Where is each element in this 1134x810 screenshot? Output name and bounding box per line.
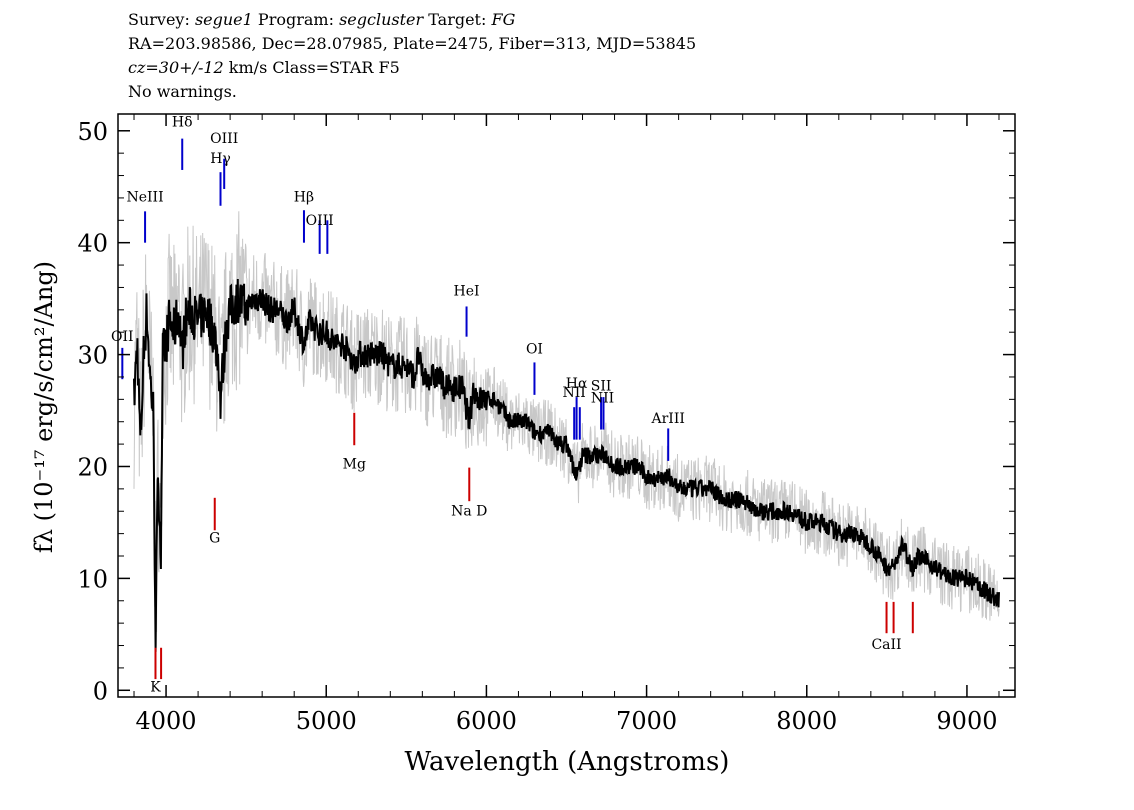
survey-label: Survey: (128, 10, 190, 29)
line-label-2: OIII (210, 131, 238, 147)
program-label: Program: (257, 10, 334, 29)
line-label-8: HeI (454, 283, 480, 299)
cz-value: cz=30+/-12 (128, 58, 224, 77)
line-label-13: SII (591, 378, 612, 394)
y-tick-label-1: 10 (77, 565, 108, 593)
line-label-10: NII (563, 385, 586, 401)
line-label-15: NII (591, 391, 614, 407)
line-label-16: ArIII (651, 411, 685, 427)
x-tick-label-2: 6000 (456, 707, 517, 735)
y-tick-label-4: 40 (77, 230, 108, 258)
line-label-18: Na D (451, 504, 487, 520)
y-tick-label-2: 20 (77, 453, 108, 481)
target-label: Target: (428, 10, 487, 29)
header-line-2: RA=203.98586, Dec=28.07985, Plate=2475, … (128, 34, 697, 53)
y-tick-label-3: 30 (77, 342, 108, 370)
class-text: km/s Class=STAR F5 (223, 58, 400, 77)
x-tick-label-1: 5000 (296, 707, 357, 735)
header-warnings: No warnings. (128, 82, 237, 101)
target-value: FG (491, 10, 516, 29)
x-tick-label-4: 8000 (776, 707, 837, 735)
line-label-0: Hδ (172, 114, 193, 130)
line-label-5: OIII (306, 213, 334, 229)
error-band (133, 211, 1000, 633)
header-line-3: cz=30+/-12 km/s Class=STAR F5 (128, 58, 400, 77)
line-label-9: OI (526, 341, 543, 357)
line-label-19: G (209, 531, 220, 547)
y-tick-label-0: 0 (93, 677, 108, 705)
x-tick-label-0: 4000 (136, 707, 197, 735)
x-tick-label-5: 9000 (936, 707, 997, 735)
survey-value: segue1 (194, 10, 253, 29)
program-value: segcluster (339, 10, 424, 29)
line-label-11: Hα (566, 376, 588, 392)
line-label-22: CaII (871, 637, 901, 653)
x-tick-label-3: 7000 (616, 707, 677, 735)
header-line-1: Survey: segue1 Program: segcluster Targe… (128, 10, 515, 29)
line-label-3: NeIII (126, 189, 163, 205)
y-tick-label-5: 50 (77, 118, 108, 146)
line-label-1: Hγ (210, 151, 231, 167)
line-label-4: Hβ (294, 189, 314, 205)
flux-series-line (133, 278, 1000, 652)
plot-frame (117, 113, 1016, 698)
line-label-7: OII (111, 329, 134, 345)
line-label-17: Mg (343, 457, 366, 473)
y-axis-label: fλ (10⁻¹⁷ erg/s/cm²/Ang) (30, 261, 58, 553)
x-axis-label: Wavelength (Angstroms) (405, 747, 730, 777)
line-label-20: K (150, 679, 161, 695)
